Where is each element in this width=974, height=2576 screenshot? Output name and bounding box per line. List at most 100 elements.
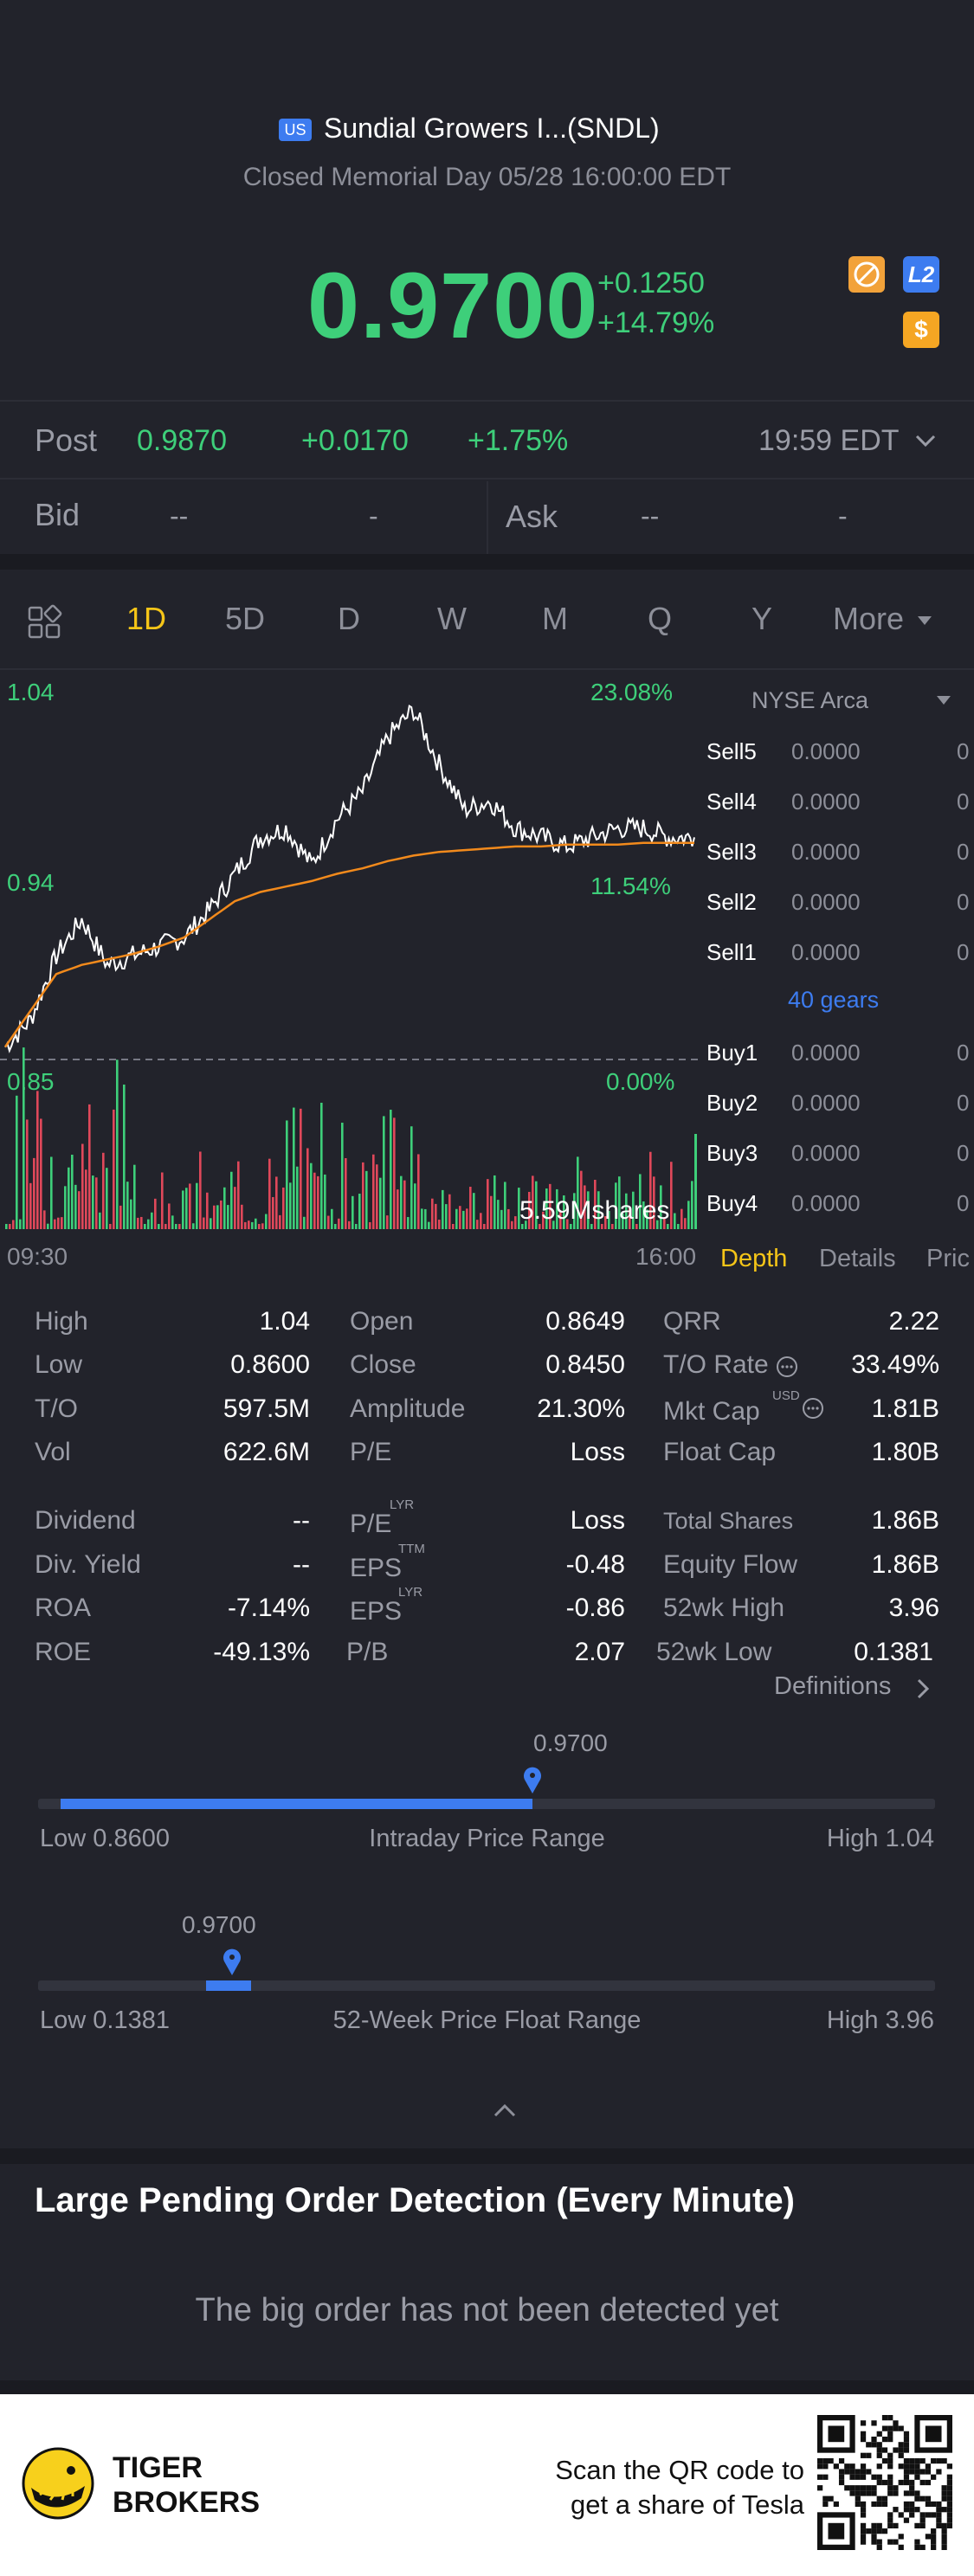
- tab-y[interactable]: Y: [751, 601, 773, 636]
- qr-module: [887, 2415, 893, 2421]
- volume-bar: [286, 1120, 288, 1229]
- qr-module: [919, 2522, 926, 2529]
- y-low-label: 0.85: [7, 1068, 55, 1095]
- qr-module: [876, 2544, 882, 2550]
- info-icon[interactable]: [802, 1397, 824, 1424]
- volume-bar: [16, 1095, 18, 1229]
- stat-eps-lyr-label: EPS: [350, 1597, 403, 1626]
- chevron-right-icon[interactable]: [914, 1676, 932, 1706]
- volume-bar: [268, 1158, 271, 1229]
- volume-bar: [674, 1213, 676, 1229]
- brand-name-line1: TIGER: [113, 2451, 203, 2484]
- qr-module: [838, 2469, 845, 2475]
- volume-bar: [99, 1212, 101, 1229]
- stat-mkt-cap-value: 1.81B: [871, 1394, 939, 1423]
- volume-bar: [476, 1220, 479, 1229]
- volume-bar: [261, 1223, 264, 1229]
- stat-eps-ttm-value: -0.48: [565, 1550, 625, 1579]
- volume-bar: [19, 1219, 22, 1229]
- gears-selector[interactable]: 40 gears: [788, 987, 880, 1013]
- qr-module: [919, 2496, 926, 2502]
- volume-bar: [365, 1170, 368, 1229]
- exchange-caret-icon[interactable]: [935, 694, 952, 711]
- volume-bar: [185, 1188, 188, 1229]
- stock-title[interactable]: Sundial Growers I...(SNDL): [324, 113, 660, 144]
- volume-bar: [642, 1201, 645, 1229]
- definitions-link[interactable]: Definitions: [774, 1672, 892, 1700]
- volume-bar: [608, 1211, 610, 1229]
- buy3-label: Buy3: [706, 1140, 758, 1166]
- qr-module: [881, 2528, 888, 2534]
- tab-m[interactable]: M: [542, 601, 568, 636]
- stat-high-value: 1.04: [259, 1307, 310, 1336]
- intraday-high-label: High 1.04: [826, 1825, 934, 1852]
- volume-bar: [532, 1175, 534, 1229]
- qr-module: [903, 2447, 910, 2453]
- stat-low-label: Low: [35, 1350, 83, 1379]
- volume-bar: [345, 1158, 347, 1229]
- qr-module: [931, 2539, 937, 2545]
- volume-bar: [296, 1166, 299, 1229]
- qr-module: [876, 2522, 882, 2529]
- no-short-icon[interactable]: [848, 256, 885, 293]
- stat-52wk-low-label: 52wk Low: [656, 1638, 772, 1666]
- week52-range-title: 52-Week Price Float Range: [332, 2006, 642, 2034]
- qr-module: [817, 2457, 823, 2464]
- volume-bar: [442, 1189, 444, 1229]
- stat-roa-value: -7.14%: [227, 1594, 310, 1622]
- intraday-chart[interactable]: [0, 675, 703, 1264]
- qr-module: [936, 2469, 942, 2475]
- stat-roe-label: ROE: [35, 1638, 92, 1666]
- qr-module: [914, 2469, 920, 2475]
- volume-bar: [570, 1224, 572, 1229]
- promo-line2: get a share of Tesla: [571, 2489, 804, 2520]
- tab-w[interactable]: W: [437, 601, 467, 636]
- stat-eps-ttm-label: EPS: [350, 1554, 403, 1582]
- volume-bar: [43, 1210, 46, 1229]
- volume-bar: [545, 1188, 548, 1229]
- ask-label: Ask: [506, 499, 558, 534]
- volume-bar: [341, 1123, 344, 1229]
- pct-mid-label: 11.54%: [590, 873, 671, 899]
- qr-module: [898, 2479, 904, 2486]
- ask-size: -: [838, 500, 848, 531]
- volume-bar: [348, 1220, 351, 1229]
- qr-module: [925, 2501, 932, 2508]
- qr-module: [941, 2485, 947, 2491]
- qr-module: [946, 2522, 952, 2529]
- tab-q[interactable]: Q: [648, 601, 673, 636]
- exchange-select[interactable]: NYSE Arca: [751, 687, 869, 713]
- chevron-down-icon[interactable]: [913, 428, 939, 458]
- tab-1d[interactable]: 1D: [126, 601, 167, 636]
- tab-d[interactable]: D: [338, 601, 360, 636]
- qr-module: [822, 2474, 829, 2480]
- stat-mkt-cap-label: Mkt Cap: [663, 1397, 760, 1426]
- tab-details[interactable]: Details: [819, 1245, 896, 1272]
- buy2-label: Buy2: [706, 1090, 758, 1116]
- tab-price[interactable]: Pric: [926, 1245, 970, 1272]
- collapse-chevron-icon[interactable]: [492, 2102, 518, 2123]
- volume-bar: [694, 1134, 697, 1229]
- volume-bar: [161, 1172, 164, 1229]
- dollar-badge[interactable]: $: [903, 312, 939, 348]
- chart-layout-icon[interactable]: [26, 604, 64, 647]
- post-time[interactable]: 19:59 EDT: [758, 424, 900, 457]
- volume-bar: [417, 1154, 420, 1229]
- tab-more[interactable]: More: [833, 601, 905, 636]
- week52-range-fill: [206, 1980, 251, 1991]
- tab-5d[interactable]: 5D: [225, 601, 266, 636]
- volume-bar: [649, 1151, 652, 1229]
- volume-bar: [691, 1181, 693, 1229]
- info-icon[interactable]: [776, 1356, 798, 1382]
- stat-dividend-value: --: [293, 1506, 310, 1535]
- level2-badge[interactable]: L2: [903, 256, 939, 293]
- volume-bar: [487, 1179, 489, 1229]
- tab-depth[interactable]: Depth: [720, 1245, 788, 1272]
- more-caret-icon[interactable]: [916, 615, 933, 631]
- intraday-low-label: Low 0.8600: [40, 1825, 170, 1852]
- post-change-pct: +1.75%: [468, 424, 569, 457]
- volume-bar: [355, 1224, 358, 1229]
- market-badge: US: [279, 119, 312, 141]
- volume-bar: [106, 1168, 108, 1229]
- volume-bar: [23, 1047, 25, 1229]
